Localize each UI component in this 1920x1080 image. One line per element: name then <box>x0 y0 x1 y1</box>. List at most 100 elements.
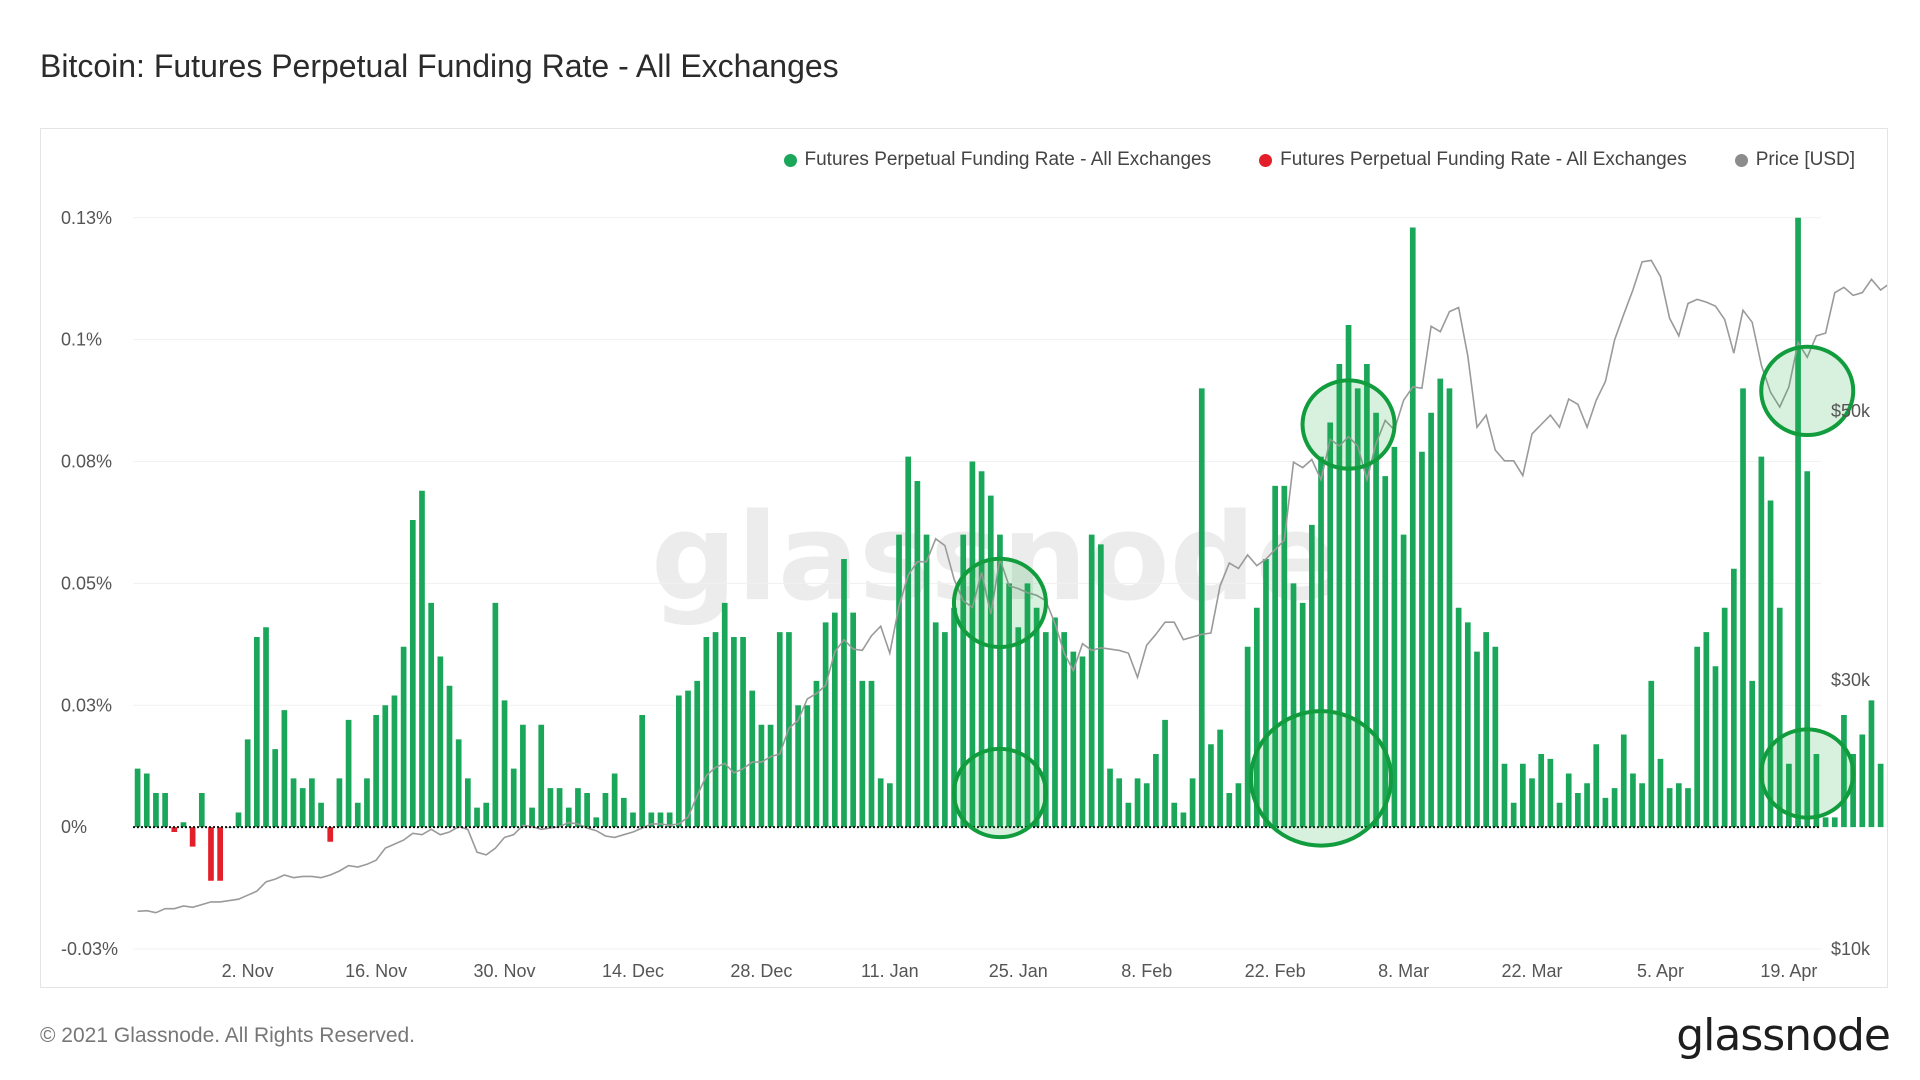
funding-bar-positive <box>694 680 701 828</box>
funding-bar-positive <box>1685 788 1691 828</box>
funding-bar-positive <box>1235 783 1242 828</box>
funding-bar-positive <box>1483 632 1489 828</box>
funding-bar-positive <box>1630 773 1636 828</box>
x-tick-label: 16. Nov <box>345 961 407 981</box>
funding-bar-positive <box>831 612 838 828</box>
funding-bar-positive <box>630 812 636 828</box>
funding-bar-positive <box>1327 422 1334 828</box>
funding-bar-positive <box>1620 734 1627 828</box>
funding-bar-positive <box>767 724 774 828</box>
funding-bar-positive <box>758 724 765 828</box>
funding-bar-positive <box>1712 666 1719 828</box>
funding-bar-positive <box>1575 793 1581 828</box>
funding-bar-positive <box>1061 632 1067 828</box>
highlight-circle <box>1759 727 1856 820</box>
funding-bar-positive <box>336 778 343 828</box>
left-tick-label: -0.03% <box>61 939 118 959</box>
funding-bar-positive <box>987 495 994 828</box>
funding-bar-positive <box>263 627 269 828</box>
left-tick-label: 0.03% <box>61 695 112 715</box>
funding-bar-positive <box>1070 651 1077 828</box>
funding-bar-positive <box>1309 524 1315 828</box>
funding-bar-positive <box>841 559 847 828</box>
funding-bar-positive <box>740 637 746 828</box>
funding-bar-positive <box>666 812 673 828</box>
funding-bar-positive <box>1510 802 1517 828</box>
legend-item-funding-negative[interactable]: Futures Perpetual Funding Rate - All Exc… <box>1259 149 1687 171</box>
funding-bar-positive <box>593 817 600 828</box>
funding-bar-positive <box>529 807 535 828</box>
funding-bar-positive <box>932 622 939 828</box>
legend-item-funding-positive[interactable]: Futures Perpetual Funding Rate - All Exc… <box>783 149 1212 171</box>
funding-bar-positive <box>1850 754 1856 828</box>
funding-bar-negative <box>208 827 214 881</box>
funding-bar-positive <box>804 705 811 828</box>
funding-bar-positive <box>1419 451 1425 828</box>
funding-bar-positive <box>942 632 948 828</box>
funding-bar-positive <box>1767 500 1774 828</box>
funding-bar-positive <box>391 695 398 828</box>
funding-bar-positive <box>1593 744 1600 828</box>
funding-bar-positive <box>1501 763 1508 828</box>
funding-bar-positive <box>1382 476 1389 828</box>
funding-bar-positive <box>1657 758 1664 828</box>
funding-bar-positive <box>1786 763 1792 828</box>
left-tick-label: 0% <box>61 817 87 837</box>
funding-bar-positive <box>676 695 682 828</box>
funding-bar-positive <box>1143 783 1150 828</box>
funding-bar-positive <box>1474 651 1480 828</box>
left-tick-label: 0.08% <box>61 452 112 472</box>
funding-bar-positive <box>978 471 985 828</box>
funding-bar-positive <box>400 646 407 828</box>
funding-bar-positive <box>1584 783 1590 828</box>
funding-bar-positive <box>1217 729 1223 828</box>
funding-bar-positive <box>318 802 324 828</box>
x-tick-label: 8. Mar <box>1378 961 1429 981</box>
x-tick-label: 19. Apr <box>1760 961 1817 981</box>
funding-bar-positive <box>1841 715 1847 828</box>
funding-bar-positive <box>309 778 315 828</box>
funding-bar-positive <box>547 788 554 828</box>
funding-bar-positive <box>244 739 251 828</box>
funding-bar-positive <box>382 705 389 828</box>
funding-bar-positive <box>1088 534 1095 828</box>
funding-bar-positive <box>868 680 875 828</box>
funding-bar-positive <box>1565 773 1572 828</box>
funding-bar-positive <box>795 705 801 828</box>
x-tick-label: 25. Jan <box>989 961 1048 981</box>
funding-bar-positive <box>887 783 893 828</box>
funding-bar-positive <box>1125 802 1132 828</box>
funding-bar-positive <box>437 656 444 828</box>
funding-bar-positive <box>1318 456 1324 828</box>
funding-bar-positive <box>465 778 471 828</box>
funding-bar-positive <box>685 690 691 828</box>
right-tick-label: $30k <box>1831 670 1871 690</box>
funding-bar-positive <box>1345 325 1352 828</box>
funding-bar-positive <box>520 724 526 828</box>
funding-bar-positive <box>1666 788 1673 828</box>
highlight-circle <box>1300 378 1397 471</box>
funding-bar-positive <box>1409 227 1416 828</box>
funding-bar-positive <box>345 719 352 828</box>
legend-label: Futures Perpetual Funding Rate - All Exc… <box>804 149 1212 170</box>
funding-bar-positive <box>1538 754 1545 828</box>
glassnode-logo: glassnode <box>1676 1010 1891 1061</box>
right-tick-label: $10k <box>1831 939 1871 959</box>
funding-bar-positive <box>1244 646 1251 828</box>
funding-bar-positive <box>896 534 902 828</box>
funding-bar-positive <box>1006 583 1012 828</box>
funding-bar-positive <box>299 788 306 828</box>
funding-bar-positive <box>648 812 655 828</box>
funding-bar-positive <box>1556 802 1563 828</box>
highlight-circle <box>1249 709 1394 848</box>
funding-bar-positive <box>1354 388 1361 828</box>
funding-bar-positive <box>1171 802 1178 828</box>
legend-item-price[interactable]: Price [USD] <box>1734 149 1855 171</box>
funding-bar-positive <box>1740 388 1746 828</box>
funding-bar-positive <box>1749 680 1756 828</box>
funding-bar-positive <box>1272 485 1278 828</box>
funding-bar-positive <box>620 797 627 828</box>
funding-bar-positive <box>1795 217 1801 828</box>
funding-bar-positive <box>1694 646 1700 828</box>
funding-bar-positive <box>877 778 884 828</box>
